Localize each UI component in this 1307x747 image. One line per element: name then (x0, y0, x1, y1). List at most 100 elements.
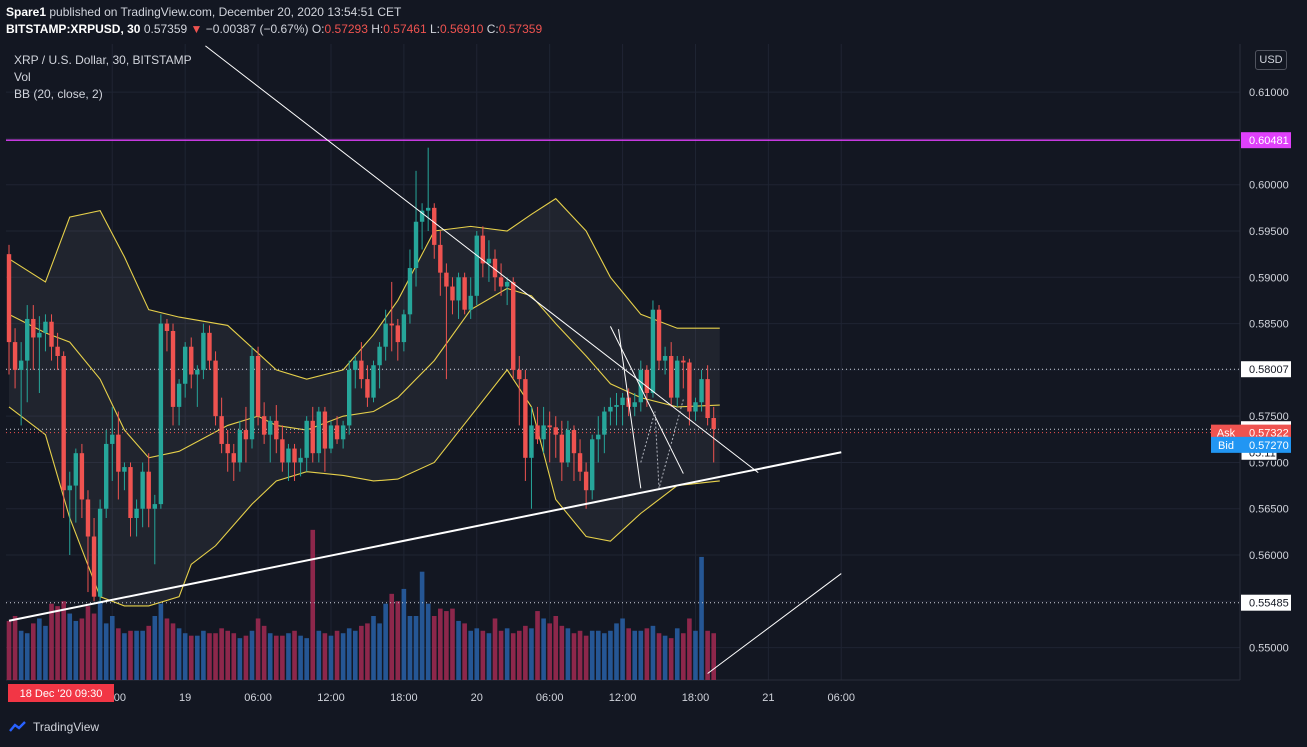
volume-bar (595, 630, 601, 680)
candle-body (225, 443, 230, 454)
candle-body (316, 411, 322, 454)
volume-bar (352, 630, 358, 680)
volume-bar (577, 630, 583, 680)
candle-body (596, 434, 601, 440)
volume-bar (510, 633, 516, 680)
volume-bar (6, 620, 12, 680)
candle-body (565, 430, 571, 463)
volume-bar (687, 618, 692, 680)
bollinger-bands (8, 197, 720, 607)
price-tag: 0.58007 (1249, 364, 1289, 376)
candle-body (61, 355, 66, 491)
volume-bar (705, 630, 710, 680)
candle-body (359, 360, 364, 380)
volume-bar (164, 618, 170, 680)
volume-bar (395, 601, 401, 680)
volume-bar (346, 628, 352, 680)
publish-info: Spare1 published on TradingView.com, Dec… (6, 5, 401, 19)
time-axis[interactable]: 18:001906:0012:0018:002006:0012:0018:002… (8, 684, 855, 704)
volume-bar (450, 608, 455, 680)
volume-bar (85, 606, 91, 680)
trend-line[interactable] (205, 45, 759, 474)
volume-bar (699, 556, 704, 680)
candle-body (128, 467, 133, 518)
candle-body (620, 397, 625, 406)
publisher-name[interactable]: Spare1 (6, 5, 47, 19)
legend-vol[interactable]: Vol (14, 70, 31, 84)
trend-line[interactable] (8, 451, 842, 622)
volume-bar (280, 635, 285, 680)
candle-body (504, 281, 510, 287)
candle-body (213, 360, 218, 417)
volume-bar (140, 630, 145, 680)
candle-body (462, 277, 467, 310)
volume-bar (444, 611, 449, 680)
candle-body (383, 323, 388, 347)
time-cursor-label: 18 Dec '20 09:30 (20, 688, 103, 700)
price-tick-label: 0.59000 (1249, 272, 1289, 284)
price-chart[interactable]: 0.610000.605000.600000.595000.590000.585… (0, 0, 1307, 710)
candle-body (79, 453, 85, 500)
candle-body (158, 323, 164, 505)
candle-body (407, 268, 413, 315)
trend-line[interactable] (618, 329, 642, 489)
trend-lines[interactable] (8, 45, 842, 674)
legend-title[interactable]: XRP / U.S. Dollar, 30, BITSTAMP (14, 53, 192, 67)
price-tick-label: 0.55000 (1249, 643, 1289, 655)
candle-body (480, 235, 486, 264)
candle-body (122, 467, 127, 472)
candle-body (614, 405, 619, 407)
candle-body (201, 332, 206, 370)
price-axis[interactable]: 0.610000.605000.600000.595000.590000.585… (1211, 87, 1291, 655)
candle-body (31, 318, 36, 338)
ask-label-bg (1211, 424, 1241, 441)
volume-bar (462, 623, 467, 680)
candle-body (152, 504, 157, 509)
candle-body (377, 346, 382, 366)
candles (6, 147, 716, 604)
volume-bar (158, 603, 164, 680)
symbol-name[interactable]: BITSTAMP:XRPUSD (6, 22, 121, 36)
brand-name: TradingView (33, 720, 100, 734)
volume-bar (674, 628, 680, 680)
candle-body (547, 425, 552, 428)
time-tick-label: 12:00 (609, 692, 637, 704)
volume-bar (231, 633, 237, 680)
candle-body (322, 411, 328, 449)
volume-bar (116, 628, 121, 680)
volume-bar (486, 633, 492, 680)
volume-bar (182, 633, 188, 680)
candle-body (553, 427, 558, 435)
volume-bar (201, 630, 206, 680)
candle-body (699, 379, 704, 403)
open-value: 0.57293 (324, 22, 368, 36)
legend-bb[interactable]: BB (20, close, 2) (14, 87, 103, 101)
tradingview-logo[interactable]: TradingView (8, 720, 99, 734)
candle-body (705, 379, 710, 419)
volume-bar (456, 620, 461, 680)
candle-body (25, 318, 30, 361)
volume-bar (517, 630, 522, 680)
volume-bar (12, 616, 18, 680)
time-tick-label: 06:00 (536, 692, 564, 704)
volume-bar (535, 611, 540, 680)
volume-bar (310, 529, 316, 680)
low-label: L: (426, 22, 440, 36)
candle-body (711, 418, 716, 430)
price-tick-label: 0.56000 (1249, 550, 1289, 562)
trend-line[interactable] (609, 326, 684, 474)
volume-bar (620, 618, 625, 680)
bollinger-lower (8, 368, 720, 607)
trend-line[interactable] (707, 573, 842, 674)
candle-body (91, 536, 97, 597)
candle-body (450, 286, 455, 301)
candle-body (486, 258, 492, 264)
indicator-legend: XRP / U.S. Dollar, 30, BITSTAMP Vol BB (… (14, 52, 192, 103)
volume-bar (146, 625, 152, 680)
volume-bar (468, 630, 473, 680)
volume-bar (407, 616, 413, 680)
volume-bar (681, 633, 686, 680)
volume-bar (286, 633, 291, 680)
candle-body (67, 485, 72, 491)
currency-button[interactable]: USD (1255, 50, 1287, 70)
